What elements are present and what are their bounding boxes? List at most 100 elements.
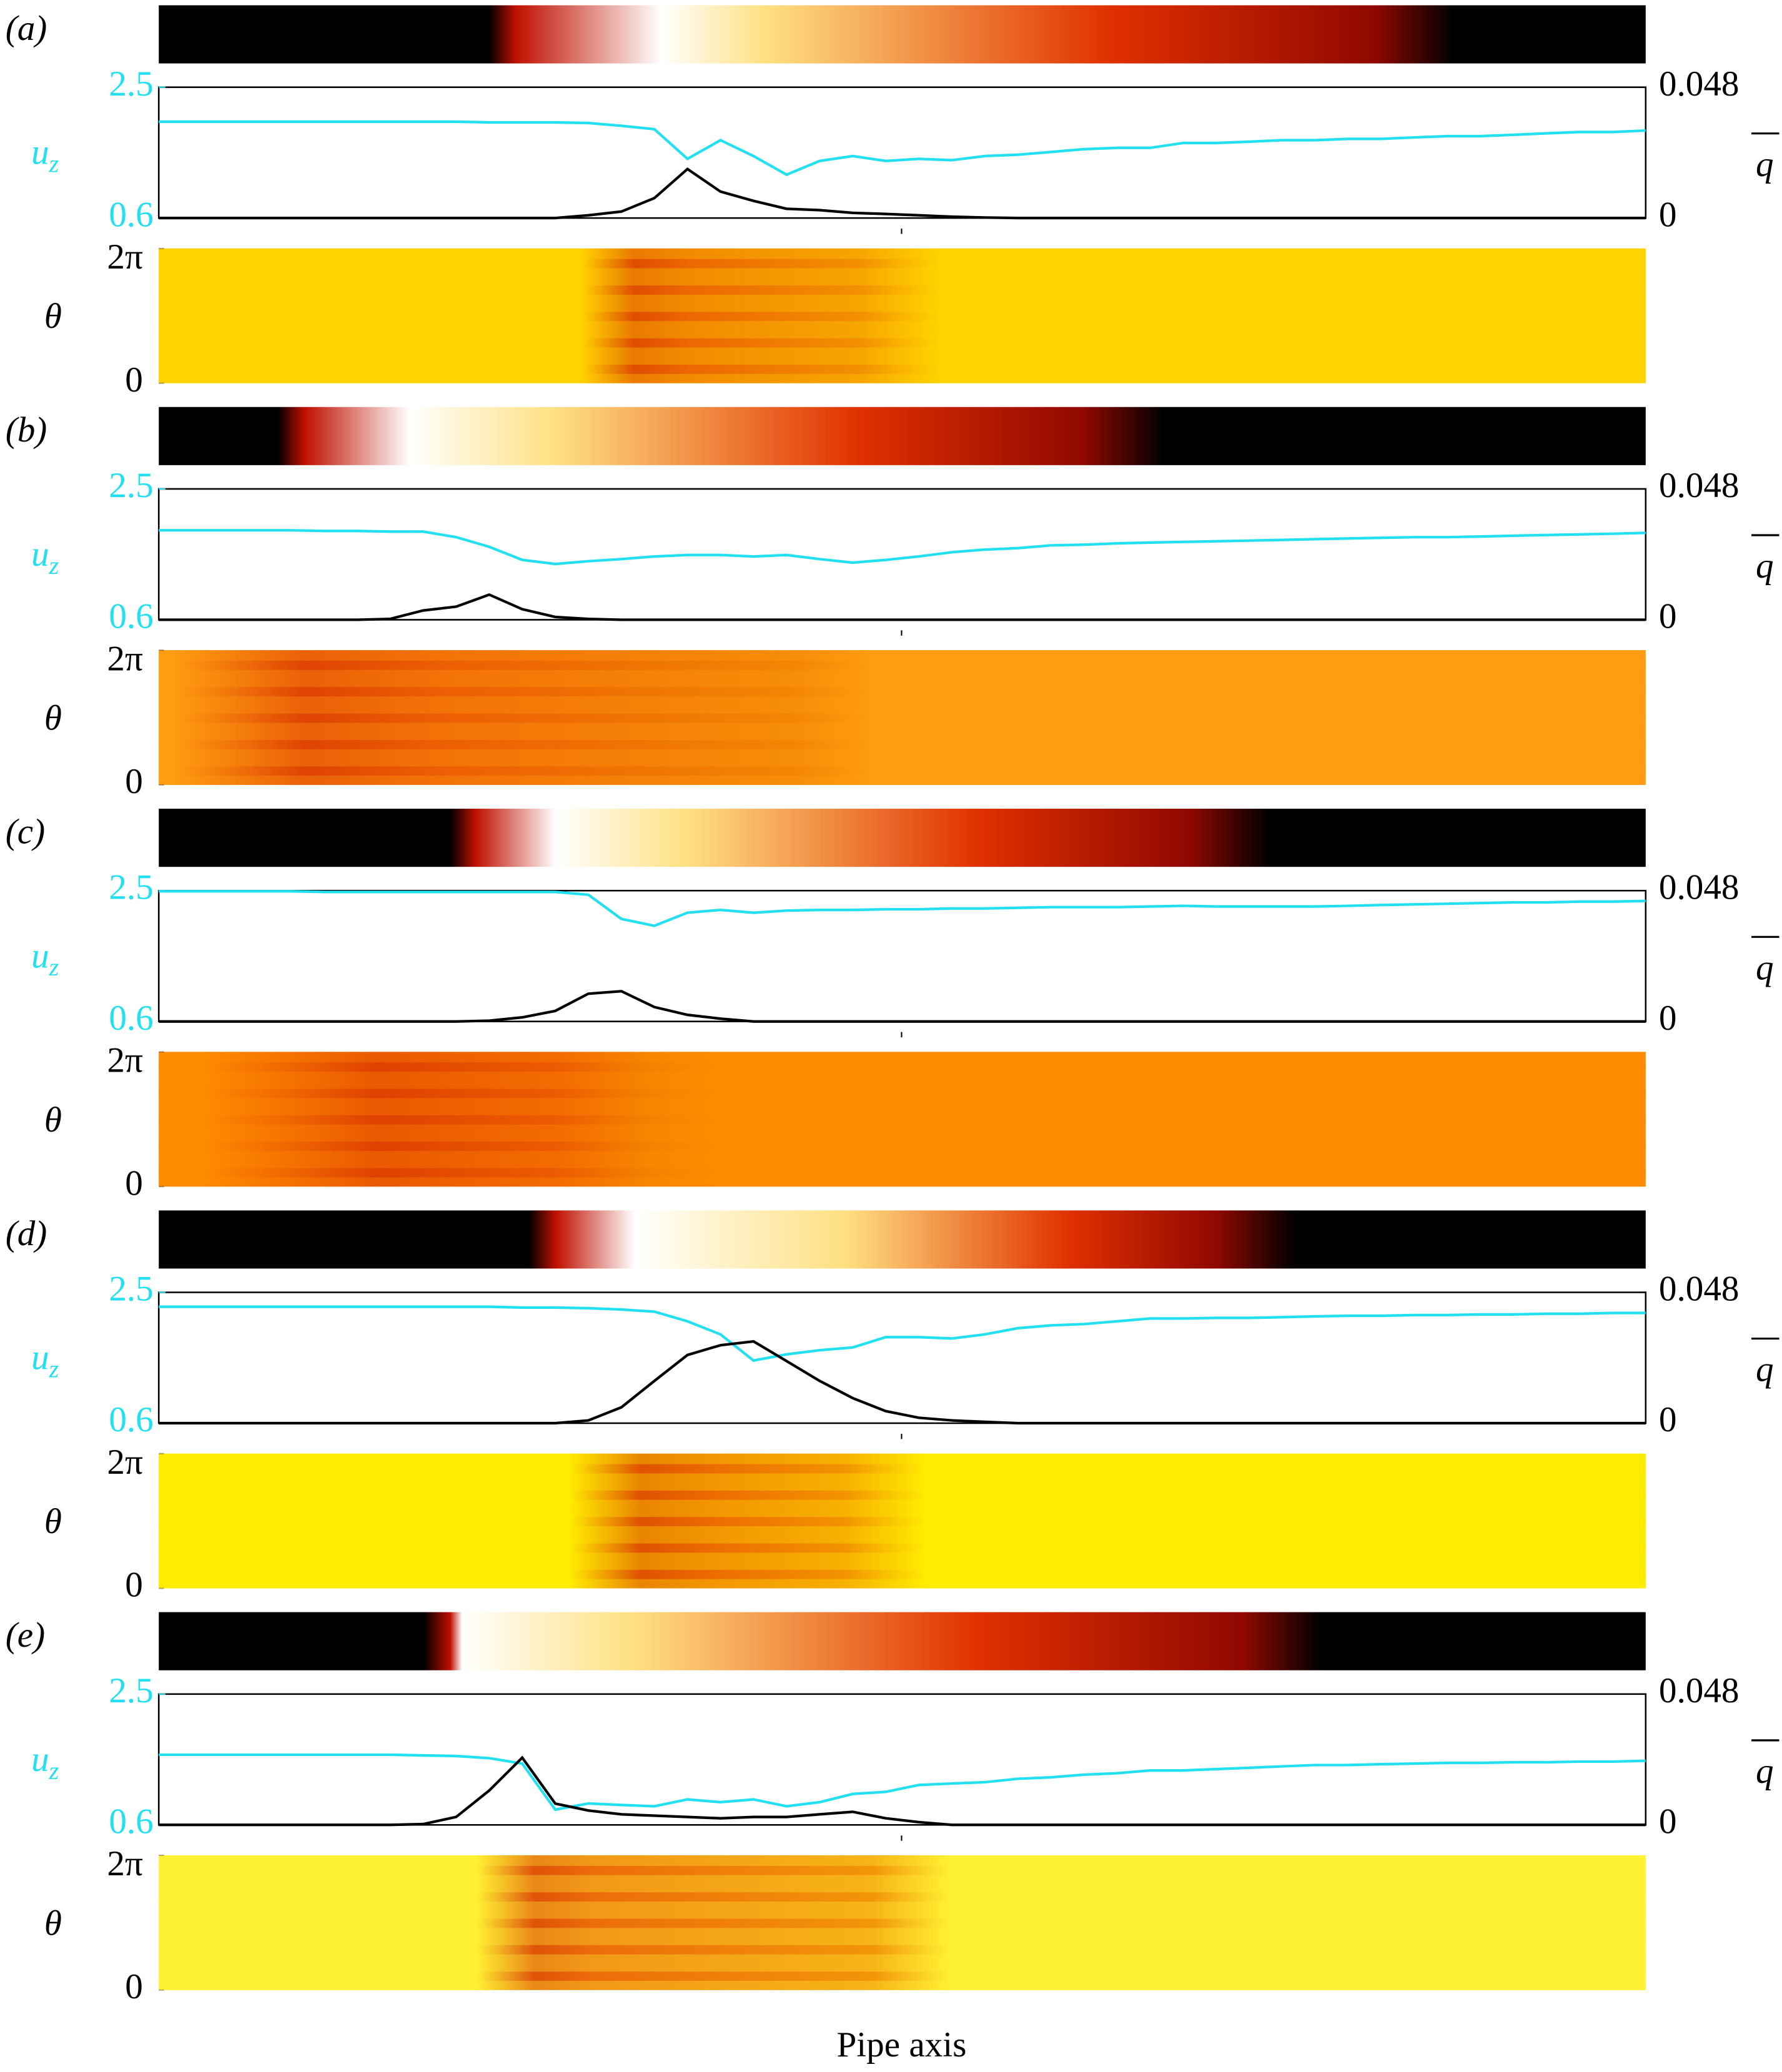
y-tick-label: 2.5 [109, 64, 153, 104]
y-axis-label: uz [31, 535, 59, 580]
streak-field [159, 809, 1646, 867]
theta-tick-label: 0 [125, 762, 143, 801]
theta-tick-label: 0 [125, 1566, 143, 1605]
x-axis-label: Pipe axis [836, 2025, 966, 2065]
theta-band [159, 766, 1646, 776]
series-line [159, 120, 1646, 177]
series-line [159, 529, 1646, 566]
theta-tick-label: 0 [125, 1163, 143, 1203]
y-tick-label: 0.6 [109, 1400, 153, 1439]
theta-band [159, 1918, 1646, 1928]
plot-frame [157, 488, 1647, 621]
y-label-sub: z [49, 150, 59, 178]
theta-axis-label: θ [44, 1100, 62, 1140]
panel-label: (e) [6, 1616, 45, 1655]
plot-frame [157, 1693, 1647, 1826]
y-axis-label: uz [31, 1338, 59, 1383]
theta-band [159, 661, 1646, 670]
y2-tick-label: 0.048 [1659, 1671, 1740, 1710]
y2-tick-label: 0.048 [1659, 64, 1740, 104]
y-tick-label: 2.5 [109, 1270, 153, 1309]
theta-band [159, 338, 1646, 348]
y-axis-label: uz [31, 1740, 59, 1785]
y2-tick-label: 0 [1659, 1802, 1677, 1841]
theta-band [159, 1865, 1646, 1875]
y-axis-label: uz [31, 936, 59, 981]
theta-band [159, 687, 1646, 697]
panel: (d) 2.5 0.6 0.048 0 uz q 2π 0 θ [6, 1210, 1780, 1605]
y-tick-label: 0.6 [109, 999, 153, 1038]
y2-tick-label: 0.048 [1659, 867, 1740, 907]
series-line [159, 890, 1646, 927]
plot-frame [157, 1291, 1647, 1424]
theta-band [159, 740, 1646, 749]
y2-axis-label: q [1756, 948, 1774, 987]
series-line [159, 1305, 1646, 1362]
y-label-sub: z [49, 1355, 59, 1383]
panel-label: (b) [6, 410, 47, 450]
y-tick-label: 0.6 [109, 195, 153, 234]
series-line [159, 593, 1646, 621]
plot-frame [157, 86, 1647, 219]
series-line [159, 167, 1646, 220]
theta-band [159, 312, 1646, 322]
y-label-sub: z [49, 953, 59, 981]
theta-tick-label: 2π [107, 1844, 142, 1883]
streak-field [159, 5, 1646, 64]
theta-band [159, 1464, 1646, 1474]
y-label-sub: z [49, 551, 59, 580]
streak-field [159, 407, 1646, 465]
y-label-main: u [31, 1338, 49, 1378]
y-label-sub: z [49, 1757, 59, 1785]
theta-band [159, 365, 1646, 374]
y-tick-label: 2.5 [109, 867, 153, 907]
theta-band [159, 1088, 1646, 1098]
y2-tick-label: 0.048 [1659, 466, 1740, 505]
y-tick-label: 0.6 [109, 1802, 153, 1841]
theta-band [159, 1543, 1646, 1553]
theta-axis-label: θ [44, 297, 62, 336]
panel-label: (a) [6, 9, 47, 48]
y2-axis-label: q [1756, 546, 1774, 586]
y2-tick-label: 0 [1659, 1400, 1677, 1439]
theta-axis-label: θ [44, 1903, 62, 1943]
theta-tick-label: 0 [125, 1967, 143, 2006]
theta-band [159, 1569, 1646, 1579]
y2-tick-label: 0 [1659, 597, 1677, 636]
series-line [159, 1339, 1646, 1425]
theta-tick-label: 2π [107, 1041, 142, 1080]
theta-band [159, 1517, 1646, 1527]
theta-band [159, 1971, 1646, 1981]
theta-axis-label: θ [44, 1502, 62, 1541]
y-label-main: u [31, 1740, 49, 1779]
theta-tick-label: 2π [107, 237, 142, 277]
y-label-main: u [31, 535, 49, 574]
theta-tick-label: 2π [107, 1443, 142, 1482]
theta-tick-label: 2π [107, 639, 142, 678]
panel: (e) 2.5 0.6 0.048 0 uz q 2π 0 θ [6, 1612, 1780, 2006]
y2-tick-label: 0 [1659, 999, 1677, 1038]
y-axis-label: uz [31, 133, 59, 178]
panel: (b) 2.5 0.6 0.048 0 uz q 2π 0 θ [6, 407, 1780, 801]
streak-field [159, 1612, 1646, 1670]
panel: (c) 2.5 0.6 0.048 0 uz q 2π 0 θ [6, 809, 1780, 1203]
theta-band [159, 1945, 1646, 1955]
theta-band [159, 1168, 1646, 1178]
theta-band [159, 259, 1646, 269]
theta-tick-label: 0 [125, 360, 143, 400]
y2-tick-label: 0 [1659, 195, 1677, 234]
y2-axis-label: q [1756, 1350, 1774, 1389]
y-tick-label: 2.5 [109, 466, 153, 505]
streak-field [159, 1210, 1646, 1269]
series-line [159, 990, 1646, 1023]
y-label-main: u [31, 133, 49, 172]
panel-label: (d) [6, 1214, 47, 1253]
y2-tick-label: 0.048 [1659, 1270, 1740, 1309]
theta-band [159, 1490, 1646, 1500]
panel: (a) 2.5 0.6 0.048 0 uz q 2π 0 θ [6, 5, 1780, 400]
theta-band [159, 1115, 1646, 1125]
panel-label: (c) [6, 812, 45, 851]
y2-axis-label: q [1756, 1752, 1774, 1791]
y2-axis-label: q [1756, 145, 1774, 184]
